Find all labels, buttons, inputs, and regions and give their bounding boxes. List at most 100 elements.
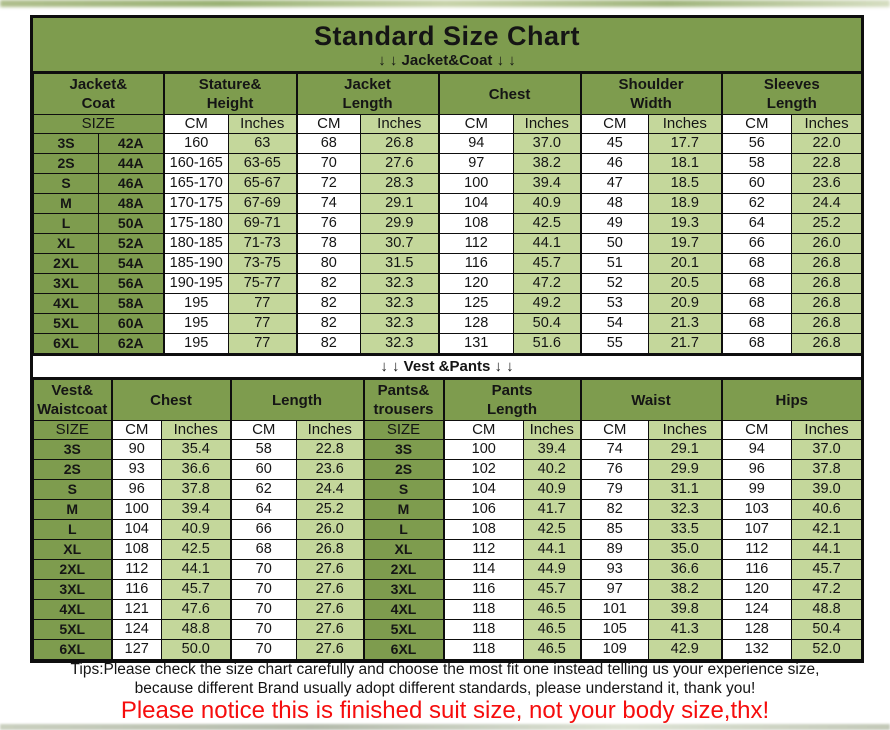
- value-cell: 51: [579, 253, 650, 275]
- value-cell: 42.5: [513, 213, 582, 235]
- value-cell: 100: [437, 173, 515, 195]
- cm-column-header: CM: [295, 114, 362, 135]
- value-cell: 65-67: [228, 173, 298, 195]
- value-cell: 22.8: [296, 439, 364, 461]
- value-cell: 68: [720, 253, 793, 275]
- size-cell: XL: [33, 539, 112, 561]
- value-cell: 27.6: [360, 153, 440, 175]
- value-cell: 195: [162, 333, 230, 355]
- value-cell: 58: [229, 439, 297, 461]
- size-cell: 3S: [362, 439, 444, 461]
- table-row: 6XL 127 50.0 70 27.6 6XL 118 46.5 109 42.9 132 52.0: [33, 639, 863, 661]
- group-header-row: Jacket& Coat Stature& Height Jacket Leng…: [32, 73, 863, 116]
- value-cell: 66: [720, 233, 793, 255]
- value-cell: 31.1: [647, 479, 723, 501]
- value-cell: 70: [229, 619, 297, 641]
- value-cell: 64: [229, 499, 297, 521]
- size-cell: 58A: [97, 293, 165, 315]
- value-cell: 175-180: [162, 213, 230, 235]
- stature-height-group-header: Stature& Height: [162, 73, 298, 116]
- value-cell: 85: [579, 519, 649, 541]
- size-cell: 3XL: [33, 579, 112, 601]
- jacket-coat-group-header: Jacket& Coat: [32, 73, 165, 116]
- value-cell: 39.4: [161, 499, 231, 521]
- unit-header-row: SIZE CM Inches CM Inches CM Inches CM In…: [32, 114, 863, 135]
- cm-column-header: CM: [110, 420, 162, 441]
- size-cell: 2S: [33, 153, 99, 175]
- cm-column-header: CM: [442, 420, 524, 441]
- value-cell: 82: [295, 273, 362, 295]
- value-cell: 108: [442, 519, 524, 541]
- value-cell: 26.8: [360, 133, 440, 155]
- value-cell: 50.0: [161, 639, 231, 661]
- table-row: 2S 93 36.6 60 23.6 2S 102 40.2 76 29.9 96 37.8: [33, 459, 863, 481]
- value-cell: 74: [579, 439, 649, 461]
- value-cell: 40.6: [791, 499, 863, 521]
- cm-column-header: CM: [720, 420, 793, 441]
- value-cell: 120: [437, 273, 515, 295]
- vest-waistcoat-group-header: Vest& Waistcoat: [33, 379, 112, 422]
- value-cell: 37.0: [513, 133, 582, 155]
- size-cell: 3XL: [362, 579, 444, 601]
- value-cell: 118: [442, 639, 524, 661]
- value-cell: 68: [720, 293, 793, 315]
- value-cell: 102: [442, 459, 524, 481]
- value-cell: 165-170: [162, 173, 230, 195]
- value-cell: 52.0: [791, 639, 863, 661]
- value-cell: 53: [579, 293, 650, 315]
- value-cell: 68: [295, 133, 362, 155]
- value-cell: 44.1: [523, 539, 581, 561]
- value-cell: 195: [162, 313, 230, 335]
- value-cell: 22.0: [791, 133, 863, 155]
- value-cell: 23.6: [791, 173, 863, 195]
- size-cell: 6XL: [33, 333, 99, 355]
- size-cell: 2XL: [33, 253, 99, 275]
- value-cell: 68: [720, 273, 793, 295]
- value-cell: 121: [110, 599, 162, 621]
- value-cell: 31.5: [360, 253, 440, 275]
- value-cell: 80: [295, 253, 362, 275]
- value-cell: 37.8: [161, 479, 231, 501]
- value-cell: 94: [720, 439, 793, 461]
- value-cell: 64: [720, 213, 793, 235]
- table-row: 2S 44A 160-165 63-65 70 27.6 97 38.2 46 18.1 58 22.…: [33, 153, 863, 175]
- value-cell: 26.8: [296, 539, 364, 561]
- value-cell: 20.1: [648, 253, 723, 275]
- value-cell: 54: [579, 313, 650, 335]
- value-cell: 116: [442, 579, 524, 601]
- value-cell: 51.6: [513, 333, 582, 355]
- size-cell: S: [33, 479, 112, 501]
- value-cell: 108: [437, 213, 515, 235]
- size-cell: XL: [362, 539, 444, 561]
- value-cell: 112: [110, 559, 162, 581]
- value-cell: 114: [442, 559, 524, 581]
- value-cell: 128: [720, 619, 793, 641]
- value-cell: 71-73: [228, 233, 298, 255]
- value-cell: 69-71: [228, 213, 298, 235]
- value-cell: 47.6: [161, 599, 231, 621]
- value-cell: 195: [162, 293, 230, 315]
- size-cell: 2S: [362, 459, 444, 481]
- value-cell: 74: [295, 193, 362, 215]
- value-cell: 104: [437, 193, 515, 215]
- table-row: 3S 42A 160 63 68 26.8 94 37.0 45 17.7 56 22.0: [33, 133, 863, 155]
- value-cell: 26.0: [296, 519, 364, 541]
- value-cell: 68: [720, 313, 793, 335]
- value-cell: 42.1: [791, 519, 863, 541]
- value-cell: 97: [437, 153, 515, 175]
- cm-column-header: CM: [437, 114, 515, 135]
- value-cell: 108: [110, 539, 162, 561]
- size-cell: M: [362, 499, 444, 521]
- value-cell: 18.1: [648, 153, 723, 175]
- value-cell: 104: [442, 479, 524, 501]
- value-cell: 50: [579, 233, 650, 255]
- pants-trousers-group-header: Pants& trousers: [362, 379, 444, 422]
- value-cell: 104: [110, 519, 162, 541]
- inches-column-header: Inches: [648, 114, 723, 135]
- value-cell: 116: [110, 579, 162, 601]
- value-cell: 97: [579, 579, 649, 601]
- value-cell: 46.5: [523, 619, 581, 641]
- value-cell: 19.7: [648, 233, 723, 255]
- value-cell: 93: [110, 459, 162, 481]
- bottom-decorative-strip: [0, 724, 890, 730]
